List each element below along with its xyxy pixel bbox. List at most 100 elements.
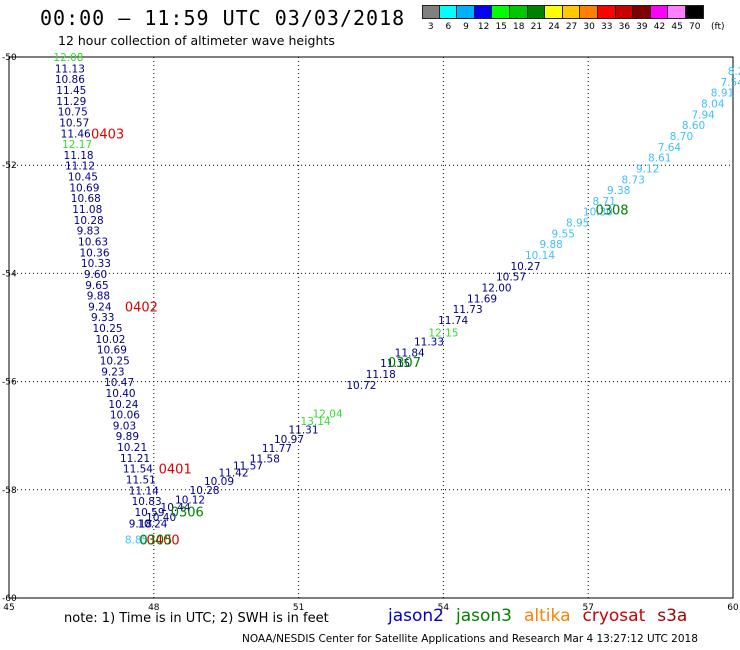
wave-height-label: 11.69 (467, 293, 497, 305)
color-scale-label: 45 (671, 22, 683, 32)
color-scale-label: 27 (565, 22, 578, 32)
wave-height-label: 10.24 (137, 518, 167, 530)
wave-height-label: 10.47 (104, 377, 134, 389)
color-scale-label: 6 (445, 22, 452, 32)
wave-height-label: 10.27 (510, 261, 540, 273)
wave-height-label: 8.70 (670, 131, 693, 143)
wave-height-label: 11.33 (414, 337, 444, 349)
color-swatch (668, 5, 686, 19)
wave-height-label: 11.15 (380, 358, 410, 370)
wave-height-label: 10.40 (146, 512, 176, 524)
wave-height-label: 11.74 (438, 315, 468, 327)
wave-height-label: 11.31 (288, 425, 318, 437)
wave-height-label: 8.60 (682, 120, 705, 132)
legend-entry-jason2: jason2 (388, 606, 444, 626)
wave-height-label: 11.58 (250, 453, 280, 465)
pass-time-label: 0308 (595, 204, 628, 219)
y-tick-label: -54 (2, 269, 17, 279)
wave-height-label: 10.21 (117, 442, 147, 454)
y-tick-label: -50 (2, 53, 17, 63)
wave-height-label: 9.55 (552, 228, 575, 240)
color-swatch (597, 5, 616, 19)
color-swatch (633, 5, 651, 19)
wave-height-label: 13.14 (301, 416, 331, 428)
wave-height-label: 10.33 (81, 258, 111, 270)
color-scale-label: 36 (618, 22, 631, 32)
color-scale-swatches (422, 5, 704, 19)
wave-height-label: 11.13 (55, 63, 85, 75)
wave-height-label: 9.18 (129, 518, 152, 530)
wave-height-label: 8.73 (622, 174, 645, 186)
wave-height-label: 11.45 (56, 85, 86, 97)
wave-height-label: 11.57 (233, 460, 263, 472)
y-tick-label: -58 (2, 486, 17, 496)
color-swatch (509, 5, 528, 19)
x-tick-label: 45 (3, 603, 14, 613)
color-scale-label: 33 (601, 22, 613, 32)
pass-time-label: 0305 (139, 534, 172, 549)
color-swatch (650, 5, 669, 19)
wave-height-label: 10.28 (74, 215, 104, 227)
color-swatch (439, 5, 458, 19)
wave-height-label: 9.60 (84, 269, 107, 281)
pass-time-label: 0400 (147, 534, 180, 549)
wave-height-label: 8.91 (711, 88, 734, 100)
wave-height-label: 11.54 (123, 464, 153, 476)
wave-height-label: 9.88 (87, 291, 110, 303)
color-swatch (527, 5, 546, 19)
wave-height-label: 10.02 (95, 334, 125, 346)
wave-height-label: 12.00 (482, 282, 512, 294)
color-swatch (457, 5, 475, 19)
x-tick-label: 48 (148, 603, 160, 613)
legend-entry-altika: altika (524, 606, 571, 626)
wave-height-label: 10.28 (190, 485, 220, 497)
wave-height-label: 8.85 (125, 535, 148, 547)
x-tick-label: 51 (293, 603, 304, 613)
wave-height-label: 11.12 (65, 161, 95, 173)
color-swatch (580, 5, 598, 19)
color-scale-label: 70 (688, 22, 701, 32)
color-scale-label: 30 (583, 22, 595, 32)
wave-height-label: 8.71 (593, 196, 616, 208)
legend-entry-jason3: jason3 (456, 606, 512, 626)
wave-height-label: 10.24 (108, 399, 138, 411)
wave-height-label: 11.08 (72, 204, 102, 216)
y-tick-label: -60 (2, 594, 17, 604)
color-scale-label: 9 (463, 22, 469, 32)
wave-height-label: 10.86 (55, 74, 85, 86)
color-scale-label: 3 (427, 22, 434, 32)
wave-height-label: 11.18 (64, 150, 94, 162)
pass-time-label: 0401 (159, 463, 192, 478)
legend-entry-cryosat: cryosat (582, 606, 646, 626)
wave-height-label: 7.54 (720, 77, 740, 89)
pass-time-label: 0307 (388, 356, 421, 371)
wave-height-label: 12.08 (53, 52, 83, 64)
color-swatch (685, 5, 704, 19)
pass-time-label: 0306 (171, 505, 204, 520)
y-tick-label: -56 (2, 378, 17, 388)
wave-height-label: 9.24 (88, 301, 112, 313)
wave-height-label: 10.69 (69, 182, 99, 194)
wave-height-label: 7.94 (691, 109, 715, 121)
wave-height-label: 10.59 (134, 507, 164, 519)
wave-height-label: 11.14 (129, 485, 159, 497)
wave-height-label: 9.23 (101, 366, 124, 378)
color-scale-unit: (ft) (711, 22, 725, 32)
wave-height-label: 11.42 (218, 467, 248, 479)
color-swatch (615, 5, 634, 19)
footer-credit: NOAA/NESDIS Center for Satellite Applica… (242, 633, 698, 645)
wave-height-label: 10.57 (496, 272, 526, 284)
wave-height-label: 9.89 (116, 431, 139, 443)
wave-height-label: 10.25 (93, 323, 123, 335)
wave-height-label: 11.84 (395, 347, 425, 359)
wave-height-label: 11.29 (56, 96, 86, 108)
wave-height-label: 10.25 (100, 356, 130, 368)
wave-height-label: 11.51 (126, 475, 156, 487)
satellite-legend: jason2 jason3 altika cryosat s3a (388, 606, 699, 626)
page-title: 00:00 — 11:59 UTC 03/03/2018 (40, 6, 406, 30)
wave-height-label: 8.21 (728, 66, 740, 78)
color-swatch (545, 5, 563, 19)
plot-frame (8, 56, 734, 599)
wave-height-label: 9.83 (77, 226, 100, 238)
